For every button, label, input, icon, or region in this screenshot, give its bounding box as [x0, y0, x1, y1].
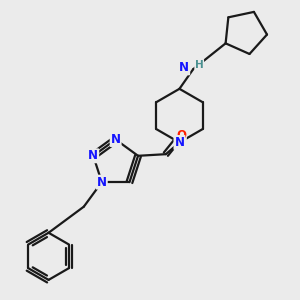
Text: H: H: [195, 60, 204, 70]
Text: N: N: [111, 133, 121, 146]
Text: N: N: [179, 61, 189, 74]
Text: N: N: [174, 136, 184, 149]
Text: N: N: [88, 149, 98, 162]
Text: N: N: [97, 176, 107, 189]
Text: O: O: [176, 129, 186, 142]
